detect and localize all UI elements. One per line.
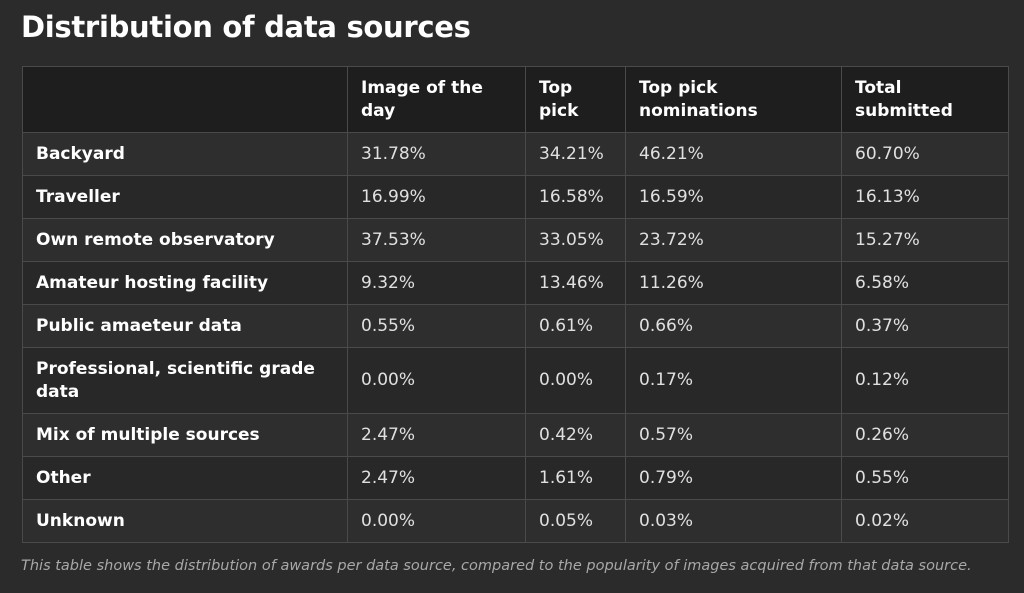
table-cell: 0.17% [625,347,842,414]
table-cell: 0.79% [625,456,842,500]
table-cell: 6.58% [841,261,1009,305]
column-header-top-pick-nominations: Top pick nominations [625,66,842,133]
table-cell: 2.47% [347,413,526,457]
table-cell: 0.61% [525,304,626,348]
table-row: Mix of multiple sources 2.47% 0.42% 0.57… [22,413,1009,457]
row-label: Other [22,456,348,500]
table-row: Amateur hosting facility 9.32% 13.46% 11… [22,261,1009,305]
table-cell: 0.03% [625,499,842,543]
table-cell: 0.00% [347,499,526,543]
table-cell: 13.46% [525,261,626,305]
row-label: Public amaeteur data [22,304,348,348]
row-label: Unknown [22,499,348,543]
table-row: Professional, scientific grade data 0.00… [22,347,1009,414]
table-cell: 0.42% [525,413,626,457]
table-cell: 0.55% [841,456,1009,500]
table-row: Other 2.47% 1.61% 0.79% 0.55% [22,456,1009,500]
row-label: Traveller [22,175,348,219]
table-cell: 16.58% [525,175,626,219]
table-cell: 0.55% [347,304,526,348]
table-row: Backyard 31.78% 34.21% 46.21% 60.70% [22,132,1009,176]
column-header-empty [22,66,348,133]
row-label: Own remote observatory [22,218,348,262]
row-label: Professional, scientific grade data [22,347,348,414]
column-header-image-of-the-day: Image of the day [347,66,526,133]
table-row: Unknown 0.00% 0.05% 0.03% 0.02% [22,499,1009,543]
table-cell: 0.02% [841,499,1009,543]
table-cell: 0.57% [625,413,842,457]
table-row: Own remote observatory 37.53% 33.05% 23.… [22,218,1009,262]
table-cell: 16.59% [625,175,842,219]
table-cell: 16.13% [841,175,1009,219]
table-cell: 0.12% [841,347,1009,414]
table-cell: 60.70% [841,132,1009,176]
table-row: Traveller 16.99% 16.58% 16.59% 16.13% [22,175,1009,219]
table-cell: 15.27% [841,218,1009,262]
page-title: Distribution of data sources [21,10,471,44]
row-label: Mix of multiple sources [22,413,348,457]
row-label: Backyard [22,132,348,176]
table-cell: 11.26% [625,261,842,305]
column-header-top-pick: Top pick [525,66,626,133]
table-cell: 0.26% [841,413,1009,457]
table-cell: 0.05% [525,499,626,543]
table-cell: 46.21% [625,132,842,176]
table-header-row: Image of the day Top pick Top pick nomin… [22,66,1009,133]
table-cell: 1.61% [525,456,626,500]
table-cell: 2.47% [347,456,526,500]
table-cell: 16.99% [347,175,526,219]
table-caption: This table shows the distribution of awa… [21,558,972,574]
column-header-total-submitted: Total submitted [841,66,1009,133]
row-label: Amateur hosting facility [22,261,348,305]
table-cell: 23.72% [625,218,842,262]
table-cell: 9.32% [347,261,526,305]
table-row: Public amaeteur data 0.55% 0.61% 0.66% 0… [22,304,1009,348]
table-cell: 0.00% [347,347,526,414]
table-cell: 33.05% [525,218,626,262]
data-sources-table: Image of the day Top pick Top pick nomin… [22,66,1009,543]
table-cell: 34.21% [525,132,626,176]
table-cell: 0.37% [841,304,1009,348]
table-cell: 31.78% [347,132,526,176]
table-cell: 0.00% [525,347,626,414]
table-cell: 0.66% [625,304,842,348]
table-cell: 37.53% [347,218,526,262]
